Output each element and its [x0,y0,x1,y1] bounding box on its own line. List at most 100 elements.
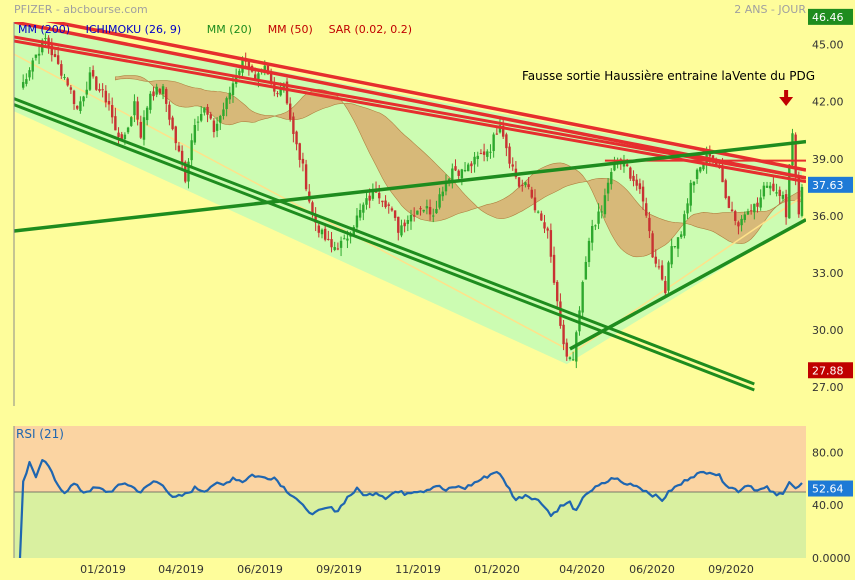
candle-body [565,342,568,357]
candle [797,171,801,218]
candle [587,237,591,268]
candle-body [117,132,120,137]
candle-body [330,239,333,248]
candle [467,162,470,172]
candle-body [409,214,413,222]
price-low-badge: 27.88 [812,364,844,377]
candle [432,208,435,223]
candle-body [486,151,489,157]
candle-body [333,247,336,250]
candle [791,128,794,168]
rsi-tick-label: 40.00 [812,499,844,512]
candle-body [168,104,171,120]
candle-body [37,53,41,56]
rsi-tick-label: 0.0000 [812,552,851,565]
candle-body [629,167,632,179]
candle [508,143,511,169]
candle-body [174,126,177,144]
candle [397,216,400,241]
candle-body [25,79,28,84]
candle-body [295,131,298,145]
candle-body [463,170,467,172]
candle [638,178,642,194]
price-tick-label: 30.00 [812,324,844,337]
candle [734,209,737,226]
legend-entry-1: ICHIMOKU (26, 9) [86,23,182,36]
candle-body [740,218,743,226]
candle [393,210,397,221]
candle [606,178,610,202]
candle [657,259,661,270]
candle-body [645,203,648,216]
candle-body [727,196,731,208]
candle [641,180,645,210]
candle [190,133,193,167]
candle-body [225,98,228,110]
candle-body [689,182,692,206]
candle [327,230,330,241]
candle-body [219,116,222,123]
down-arrow-shaft [784,90,789,98]
candle [85,81,88,99]
price-tick-label: 36.00 [812,210,844,223]
candle [597,203,600,230]
red-resistance-line-b [14,22,806,180]
candle-body [594,225,597,227]
candle-body [365,198,368,205]
candle [82,95,85,107]
candle [686,198,689,220]
candle-body [362,204,365,213]
red-resistance-line-a [45,22,806,172]
candle [72,89,76,110]
candle-body [209,114,212,119]
candle [571,351,575,361]
candle [320,228,324,239]
candle [800,184,804,218]
candle-body [171,117,174,130]
candle-body [667,262,670,291]
candle-body [660,265,664,280]
candle-body [412,215,416,217]
candle-body [508,146,511,164]
candle [171,115,174,131]
candle [203,107,206,116]
candle-body [149,93,152,110]
candle-body [419,208,422,210]
candle [441,186,444,201]
candle [28,67,31,81]
candle-body [791,133,794,166]
down-arrow-icon [779,90,794,106]
candle-body [114,116,117,131]
candle-body [721,165,724,183]
x-tick-label: 11/2019 [395,563,441,576]
candle-body [657,266,661,268]
candle-body [527,184,530,187]
candle-body [279,87,282,96]
candle [727,195,731,209]
candle [692,181,696,193]
candle [31,57,34,80]
legend-entry-2: MM (20) [207,23,252,36]
candle [88,66,92,92]
red-resistance-line-2-a [14,35,806,180]
candle-body [422,209,425,212]
candle-body [339,240,343,248]
candle-body [403,222,406,227]
candle [416,210,419,215]
candle-body [746,211,750,215]
candle-body [31,60,34,72]
candle [142,110,146,146]
candle-body [454,166,457,171]
candle-body [190,140,193,161]
candle [781,191,785,202]
candle [565,338,568,361]
green-lower-trend-a [14,97,755,386]
candle-body [139,121,142,138]
candle [330,231,333,253]
candle-body [438,194,441,208]
candle [492,132,495,158]
candle [460,168,464,186]
candle-body [673,246,677,248]
candle-body [95,76,98,90]
